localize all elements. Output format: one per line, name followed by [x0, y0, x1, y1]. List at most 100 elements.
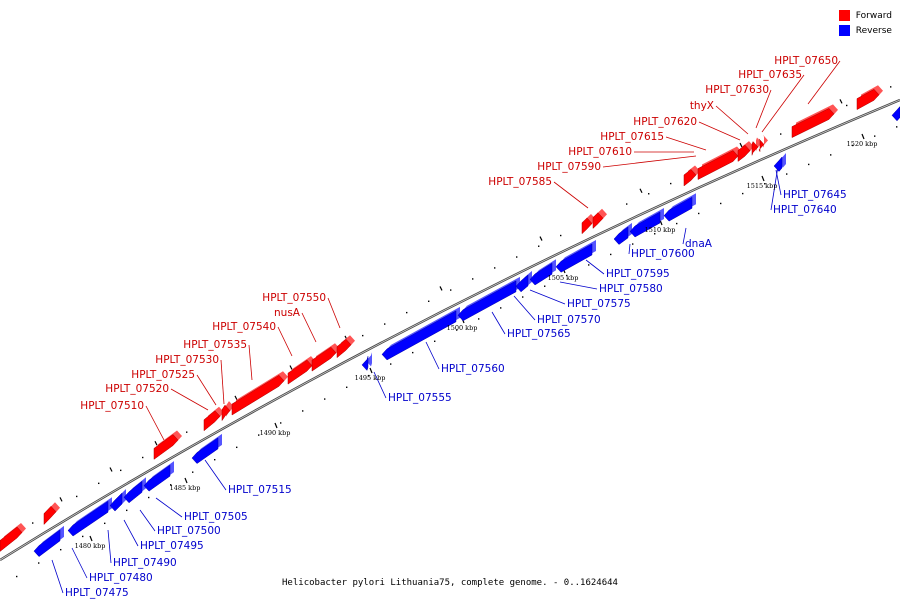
leader-line [248, 344, 253, 381]
forward-gene-arrow[interactable] [856, 88, 880, 111]
forward-gene-arrow[interactable] [221, 404, 231, 422]
forward-gene-label[interactable]: HPLT_07535 [183, 339, 247, 351]
scale-tick-dot [60, 548, 62, 551]
forward-gene-label[interactable]: HPLT_07615 [600, 131, 664, 143]
reverse-gene-arrow[interactable] [381, 310, 457, 361]
scale-tick-dot [214, 458, 216, 461]
scale-tick-dot [632, 243, 634, 245]
reverse-gene-label[interactable]: HPLT_07505 [184, 511, 248, 523]
forward-gene-label[interactable]: HPLT_07635 [738, 69, 802, 81]
legend-forward: Forward [838, 8, 892, 23]
forward-gene-label[interactable]: nusA [274, 307, 301, 319]
forward-gene-arrow[interactable] [791, 108, 835, 138]
reverse-gene-label[interactable]: HPLT_07600 [631, 248, 695, 260]
scale-tick-dot [324, 398, 326, 400]
forward-gene-arrow[interactable] [43, 505, 57, 526]
major-tick-top [739, 142, 743, 148]
reverse-gene-label[interactable]: HPLT_07495 [140, 540, 204, 552]
forward-gene-label[interactable]: HPLT_07585 [488, 176, 552, 188]
forward-gene-arrow[interactable] [0, 526, 23, 552]
scale-tick-dot [76, 495, 78, 498]
forward-gene-label[interactable]: HPLT_07510 [80, 400, 144, 412]
reverse-gene-label[interactable]: HPLT_07575 [567, 298, 631, 310]
scale-tick-dot [516, 256, 518, 258]
reverse-gene-label[interactable]: HPLT_07565 [507, 328, 571, 340]
forward-gene-label[interactable]: HPLT_07525 [131, 369, 195, 381]
major-tick-top [439, 286, 443, 291]
forward-gene-arrow[interactable] [737, 144, 751, 162]
reverse-gene-label[interactable]: HPLT_07645 [783, 189, 847, 201]
reverse-gene-arrow[interactable] [629, 211, 661, 238]
reverse-gene-label[interactable]: HPLT_07480 [89, 572, 153, 584]
forward-gene-arrow[interactable] [592, 212, 604, 230]
coordinate-tick [274, 422, 278, 429]
forward-gene-arrow[interactable] [758, 138, 765, 153]
reverse-gene-arrow[interactable] [555, 243, 593, 273]
forward-gene-arrow[interactable] [751, 141, 759, 156]
coordinate-tick [184, 477, 188, 484]
major-tick-top [154, 441, 158, 446]
reverse-gene-arrow[interactable] [33, 529, 61, 557]
scale-tick-dot [676, 222, 678, 225]
reverse-gene-label[interactable]: HPLT_07570 [537, 314, 601, 326]
scale-tick-dot [896, 126, 898, 128]
reverse-gene-label[interactable]: HPLT_07560 [441, 363, 505, 375]
leader-line [602, 155, 697, 168]
forward-gene-arrow[interactable] [311, 346, 337, 372]
reverse-gene-label[interactable]: dnaA [685, 238, 713, 250]
reverse-gene-arrow[interactable] [613, 226, 629, 245]
forward-gene-label[interactable]: HPLT_07520 [105, 383, 169, 395]
coordinate-label: 1515 kbp [747, 182, 778, 190]
forward-gene-label[interactable]: HPLT_07540 [212, 321, 276, 333]
reverse-gene-label[interactable]: HPLT_07490 [113, 557, 177, 569]
reverse-gene-label[interactable]: HPLT_07555 [388, 392, 452, 404]
reverse-gene-label[interactable]: HPLT_07580 [599, 283, 663, 295]
forward-gene-label[interactable]: HPLT_07650 [774, 55, 838, 67]
leader-line [755, 89, 772, 129]
forward-gene-arrow[interactable] [231, 374, 285, 416]
forward-gene-arrow[interactable] [153, 434, 179, 460]
reverse-gene-label[interactable]: HPLT_07475 [65, 587, 129, 599]
forward-gene-label[interactable]: HPLT_07620 [633, 116, 697, 128]
coordinate-label: 1490 kbp [260, 429, 291, 437]
major-tick-top [234, 395, 238, 401]
forward-gene-arrow[interactable] [336, 338, 352, 359]
forward-gene-label[interactable]: HPLT_07630 [705, 84, 769, 96]
reverse-gene-arrow[interactable] [663, 196, 693, 222]
reverse-gene-arrow[interactable] [123, 480, 143, 504]
forward-gene-label[interactable]: HPLT_07530 [155, 354, 219, 366]
reverse-gene-arrow[interactable] [143, 464, 171, 492]
reverse-gene-label[interactable]: HPLT_07595 [606, 268, 670, 280]
forward-gene-label[interactable]: HPLT_07610 [568, 146, 632, 158]
reverse-gene-arrow[interactable] [67, 500, 109, 537]
coordinate-label: 1520 kbp [847, 140, 878, 148]
reverse-gene-label[interactable]: HPLT_07500 [157, 525, 221, 537]
scale-tick-dot [450, 289, 452, 291]
scale-tick-dot [428, 300, 430, 302]
leader-line [585, 259, 605, 275]
leader-line [196, 374, 217, 406]
reverse-gene-arrow[interactable] [361, 356, 369, 371]
forward-gene-label[interactable]: HPLT_07590 [537, 161, 601, 173]
forward-gene-arrow[interactable] [683, 169, 697, 187]
leader-line [628, 243, 631, 255]
scale-tick-dot [412, 351, 414, 354]
leader-line [553, 181, 589, 209]
reverse-gene-arrow[interactable] [515, 274, 529, 293]
reverse-gene-arrow[interactable] [457, 280, 517, 322]
forward-gene-label[interactable]: HPLT_07550 [262, 292, 326, 304]
reverse-gene-arrow[interactable] [891, 106, 900, 122]
forward-gene-arrow[interactable] [581, 217, 593, 235]
reverse-gene-label[interactable]: HPLT_07640 [773, 204, 837, 216]
legend-forward-label: Forward [855, 10, 892, 21]
reverse-gene-arrow[interactable] [529, 262, 553, 286]
reverse-gene-arrow[interactable] [191, 437, 219, 464]
reverse-gene-arrow[interactable] [773, 156, 783, 172]
forward-gene-arrow[interactable] [697, 150, 739, 180]
forward-gene-label[interactable]: thyX [690, 100, 714, 112]
forward-gene-arrow[interactable] [203, 410, 221, 432]
forward-gene-arrow[interactable] [287, 359, 313, 385]
reverse-gene-arrow[interactable] [109, 492, 123, 512]
scale-tick-dot [472, 278, 474, 280]
reverse-gene-label[interactable]: HPLT_07515 [228, 484, 292, 496]
